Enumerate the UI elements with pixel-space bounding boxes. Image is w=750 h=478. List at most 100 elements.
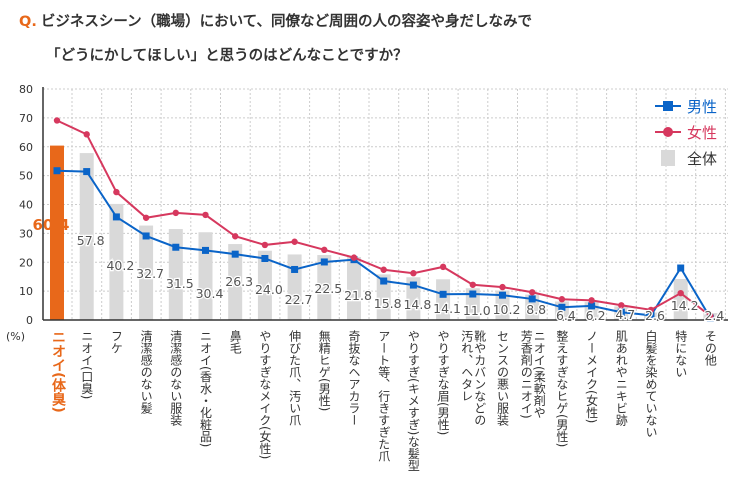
point-female [202,211,209,219]
bar-value-label: 15.8 [374,296,402,311]
point-female [113,188,120,196]
y-tick-label: 0 [26,314,33,327]
bar-total [673,278,688,320]
bar-total [168,229,183,320]
point-male [439,290,447,298]
legend-marker-female-icon [655,127,681,137]
point-male [558,303,566,311]
point-male [53,167,61,175]
bar-total [317,255,332,320]
bar-value-label: 21.8 [344,288,372,303]
point-female [588,297,595,304]
point-male [588,302,596,310]
legend-label-male: 男性 [687,97,718,116]
point-male [112,213,120,221]
bar-value-label: 14.2 [671,298,699,313]
point-male [320,258,328,266]
point-female [142,214,150,221]
point-male [528,295,536,303]
legend-label-female: 女性 [687,123,718,142]
category-label: 特にない [673,330,688,378]
category-label: 清潔感のない髪 [139,330,154,414]
point-female [410,270,417,277]
point-female [707,312,714,320]
point-male [202,246,209,254]
bar-total [287,254,302,320]
point-female [499,283,506,291]
category-label: フケ [109,330,124,354]
y-tick-label: 40 [19,199,33,212]
bar-value-label: 11.0 [463,303,491,318]
question-line-1: ビジネスシーン（職場）において、同僚など周囲の人の容姿や身だしなみで [40,14,532,30]
bar-total [198,232,213,320]
bar-value-label: 32.7 [136,266,164,281]
category-label: 清潔感のない服装 [168,330,183,426]
legend-item-male: 男性 [655,93,717,119]
point-female [469,281,476,288]
point-male [172,243,180,251]
point-female [380,266,387,273]
y-tick-label: 50 [19,170,33,183]
bar-value-label: 6.2 [586,308,606,323]
category-label: 伸びた爪、汚い爪 [287,330,302,426]
bar-total [50,145,64,320]
legend-item-female: 女性 [655,119,717,145]
category-label: 無精ヒゲ(男性) [317,330,332,412]
point-male [261,254,269,262]
point-male [469,290,477,298]
category-label: センスの悪い服装 [495,330,510,426]
bar-total [257,250,272,320]
category-label: 鼻毛 [228,330,243,354]
point-female [558,296,566,303]
bar-total [436,279,451,320]
bar-value-label: 10.2 [493,302,521,317]
point-female [261,241,269,249]
category-label: 靴やカバンなどの 汚れ、ヘタレ [459,330,487,426]
y-tick-label: 20 [19,256,33,269]
legend-marker-total-icon [661,150,675,166]
bar-value-label: 8.8 [526,302,546,317]
point-male [231,250,239,258]
category-label: 肌あれやニキビ跡 [614,330,629,426]
bar-total [376,274,391,320]
category-label: ニオイ(口臭) [79,330,94,400]
point-male [647,311,655,319]
category-label: アート等、行きすぎた爪 [376,330,391,462]
unit-label: (%) [6,330,26,343]
bar-total [139,225,154,320]
point-female [529,289,536,296]
question-title: Q. ビジネスシーン（職場）において、同僚など周囲の人の容姿や身だしなみで [19,10,532,31]
point-female [647,306,655,314]
legend: 男性 女性 全体 [655,93,717,171]
point-female [321,246,328,254]
point-female [350,254,358,261]
bar-value-label: 30.4 [196,286,224,301]
point-female [53,117,61,124]
bar-value-label: 22.7 [285,292,313,307]
bar-value-label: 6.4 [556,308,576,323]
category-label: 奇抜なヘアカラー [347,330,361,426]
category-label: やりすぎな眉(男性) [436,330,451,436]
bar-total [347,257,361,320]
category-label: やりすぎなメイク(女性) [257,330,272,460]
bar-value-label: 14.8 [403,297,431,312]
bar-value-label: 60.4 [32,216,69,234]
bar-value-label: 2.6 [645,308,665,323]
bar-value-label: 4.7 [615,307,635,322]
bar-value-label: 14.1 [433,301,461,316]
point-female [232,233,239,240]
bar-value-label: 40.2 [106,258,134,273]
point-male [617,308,625,316]
point-female [439,263,447,271]
category-label: 白髪を染めていない [644,330,658,438]
legend-item-total: 全体 [655,145,717,171]
point-male [409,281,417,289]
bar-total [109,203,124,320]
category-label: 整えすぎなヒゲ(男性) [554,330,569,448]
point-female [172,209,179,217]
point-male [380,277,388,285]
bar-total [228,244,243,320]
bar-value-label: 31.5 [166,276,194,291]
category-label: ニオイ(体臭) [50,330,66,413]
